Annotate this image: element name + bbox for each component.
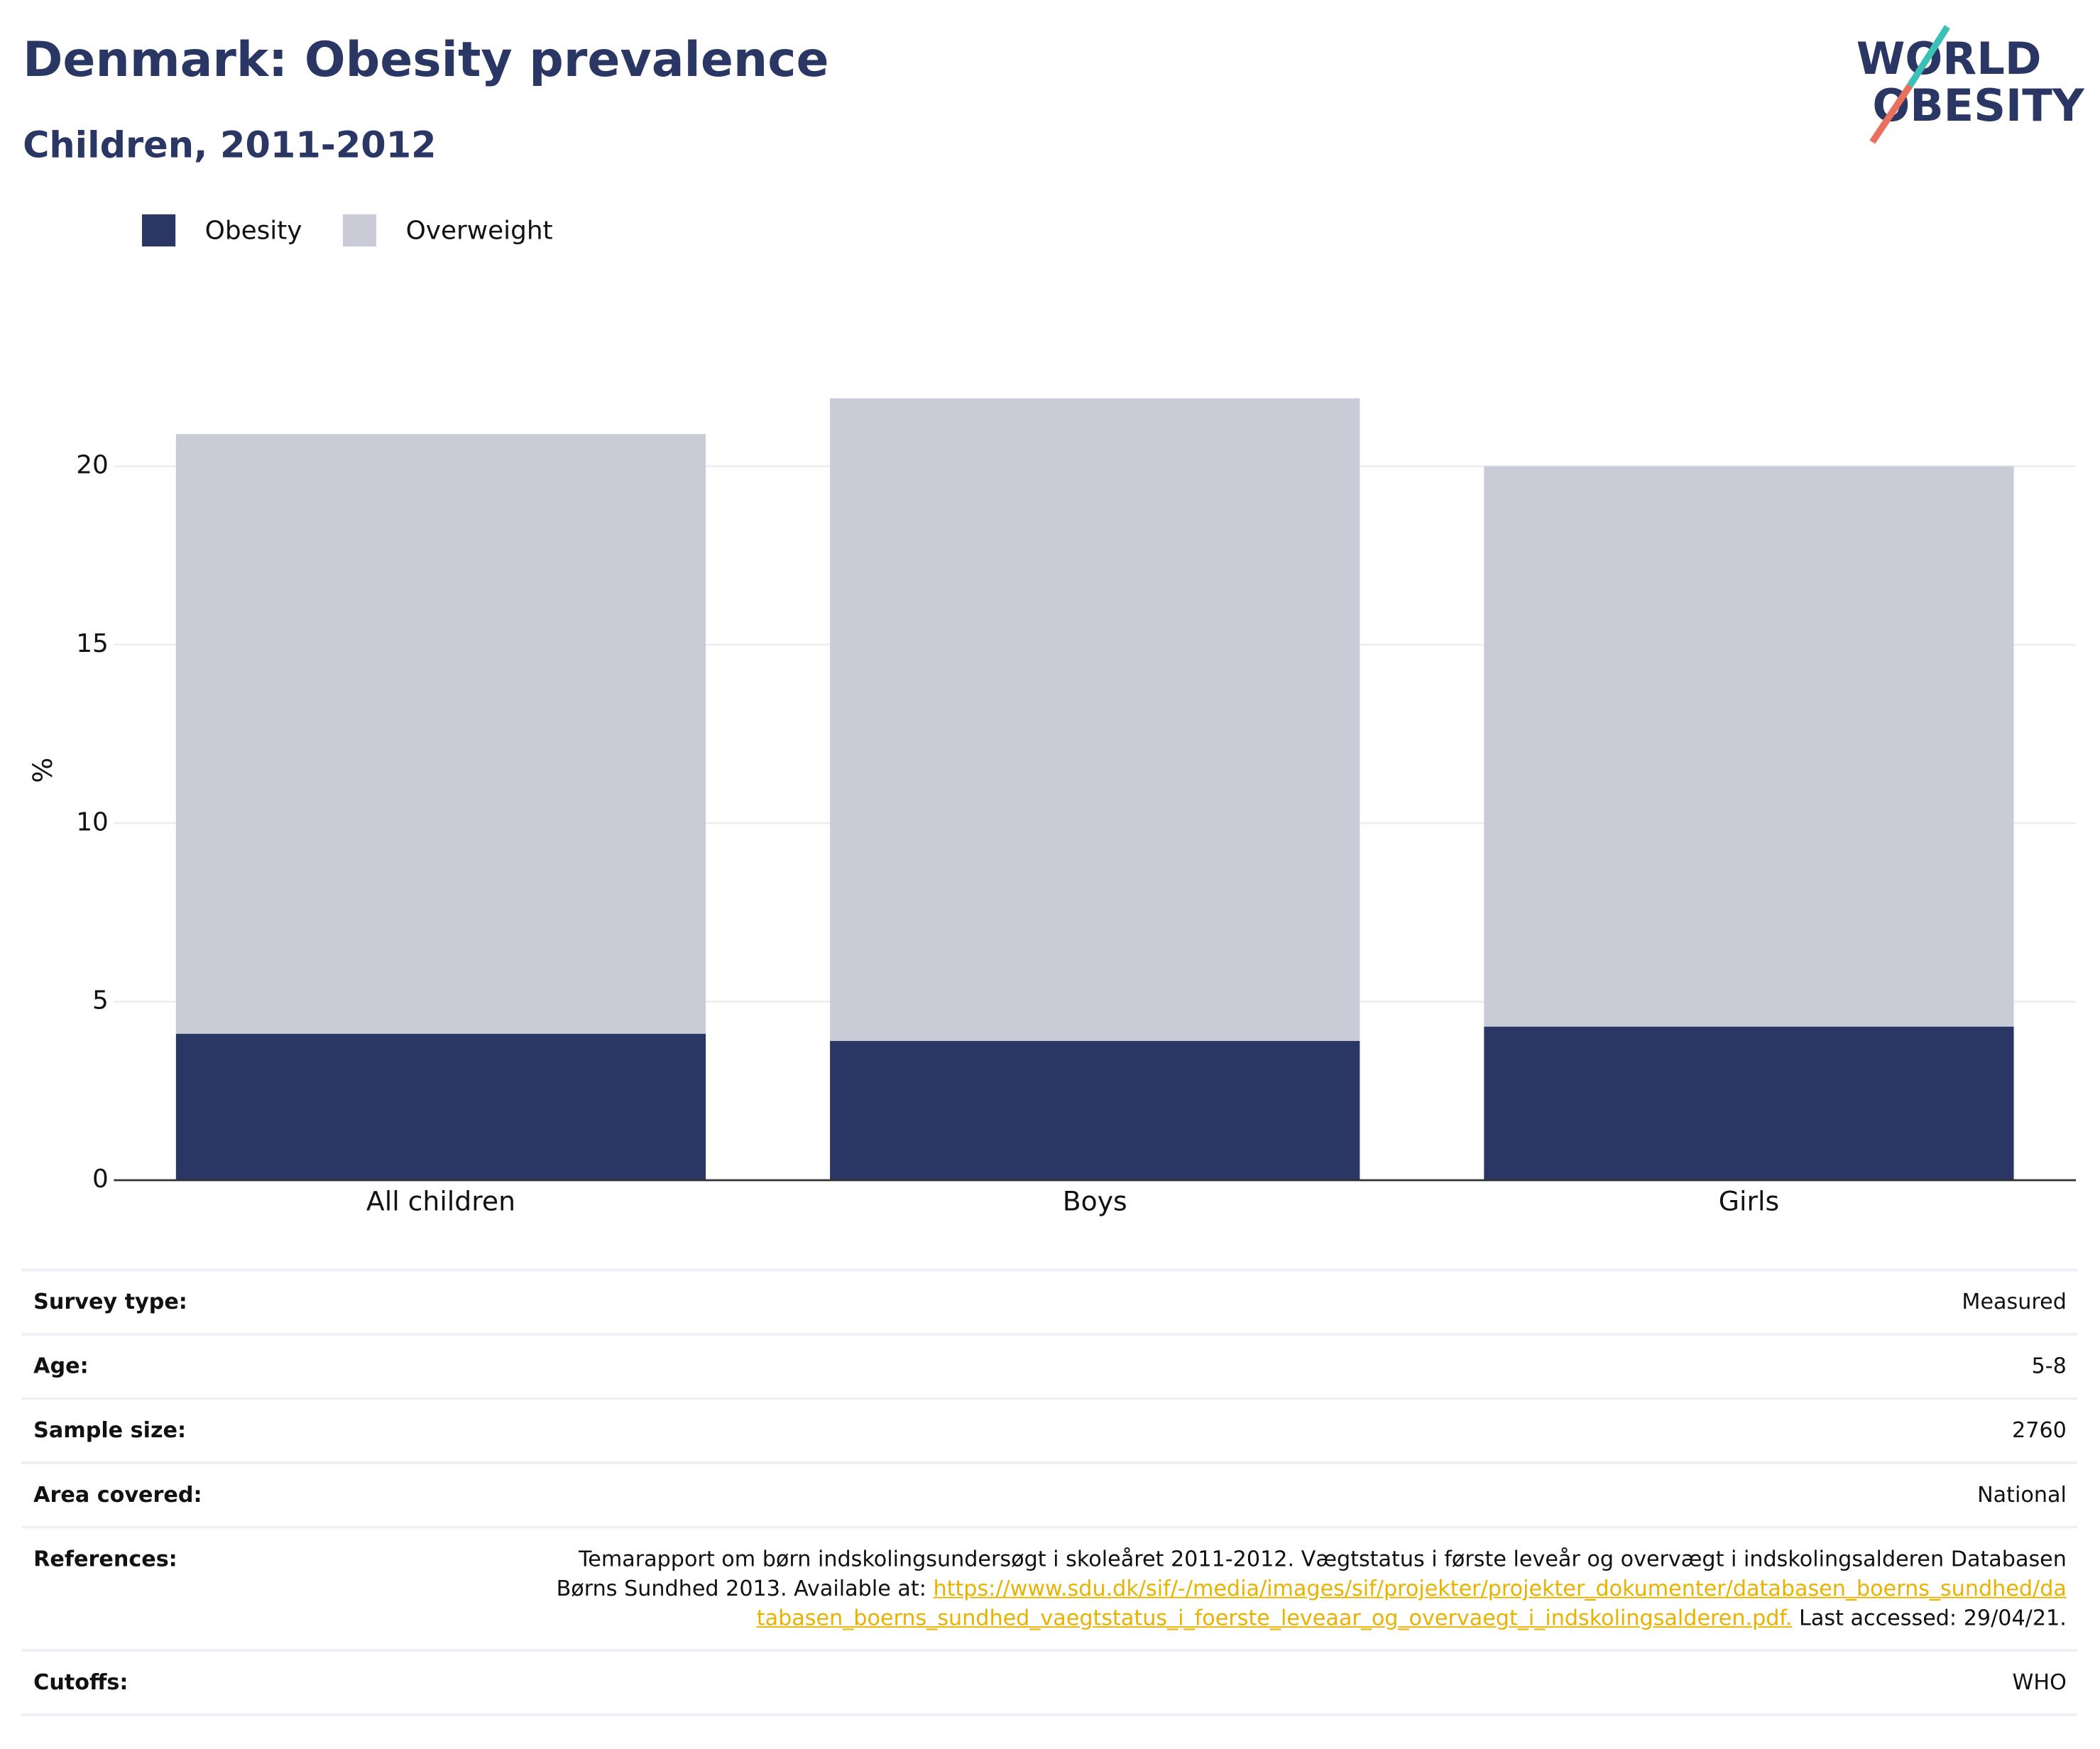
- info-table: Survey type: Measured Age: 5-8 Sample size: 2…: [21, 1268, 2077, 1716]
- logo-slash: [1907, 25, 1950, 88]
- legend-swatch: [141, 214, 176, 247]
- row-label: Sample size:: [33, 1417, 187, 1443]
- row-label: References:: [33, 1546, 177, 1571]
- row-value: 5-8: [2032, 1351, 2067, 1381]
- logo-slash: [1869, 84, 1913, 144]
- row-value: Measured: [1962, 1287, 2066, 1317]
- chart-subtitle: Children, 2011-2012: [23, 125, 437, 167]
- logo-text: OBESITY: [1872, 80, 2084, 131]
- x-tick-label: All children: [366, 1186, 515, 1217]
- table-row: Age: 5-8: [21, 1336, 2077, 1400]
- table-row: Sample size: 2760: [21, 1400, 2077, 1464]
- y-tick-label: 5: [92, 986, 109, 1015]
- y-tick-label: 20: [76, 451, 109, 480]
- table-row: Cutoffs: WHO: [21, 1652, 2077, 1716]
- value-text: WHO: [2012, 1669, 2067, 1695]
- row-label: Area covered:: [33, 1481, 202, 1508]
- value-text: 5-8: [2031, 1353, 2067, 1379]
- chart-title: Denmark: Obesity prevalence: [23, 32, 828, 88]
- bar: [1484, 1026, 2014, 1181]
- table-row: Area covered: National: [21, 1464, 2077, 1529]
- value-suffix: Last accessed: 29/04/21.: [1792, 1605, 2067, 1630]
- row-label: Survey type:: [33, 1288, 187, 1314]
- bar: [175, 1033, 706, 1181]
- y-tick-label: 0: [92, 1165, 109, 1194]
- legend-label: Obesity: [205, 216, 302, 245]
- table-row: References: Temarapport om børn indskolin…: [21, 1528, 2077, 1652]
- y-tick-label: 10: [76, 807, 109, 837]
- table-row: Survey type: Measured: [21, 1271, 2077, 1336]
- row-label: Age:: [33, 1353, 89, 1379]
- y-axis-label: %: [27, 758, 58, 783]
- row-value: National: [1977, 1481, 2067, 1510]
- legend-swatch: [342, 214, 377, 247]
- value-text: National: [1977, 1481, 2067, 1508]
- row-value: WHO: [2013, 1668, 2067, 1698]
- x-tick-label: Boys: [1063, 1186, 1127, 1217]
- x-tick-label: Girls: [1719, 1186, 1779, 1217]
- legend-label: Overweight: [406, 216, 553, 245]
- chart: Denmark: Obesity prevalence Children, 20…: [23, 25, 2085, 1217]
- value-text: Measured: [1962, 1288, 2067, 1314]
- row-value: Temarapport om børn indskolingsundersøgt…: [553, 1544, 2067, 1633]
- bar: [830, 1040, 1360, 1181]
- row-value: 2760: [2012, 1416, 2067, 1446]
- logo: WORLD OBESITY: [1856, 25, 2085, 144]
- reference-link[interactable]: https://www.sdu.dk/sif/-/media/images/si…: [756, 1575, 2067, 1630]
- row-label: Cutoffs:: [33, 1669, 128, 1695]
- value-text: Temarapport om børn indskolingsundersøgt…: [556, 1546, 2067, 1601]
- value-text: 2760: [2012, 1417, 2067, 1443]
- y-tick-label: 15: [76, 629, 109, 658]
- logo-text: WORLD: [1856, 33, 2042, 85]
